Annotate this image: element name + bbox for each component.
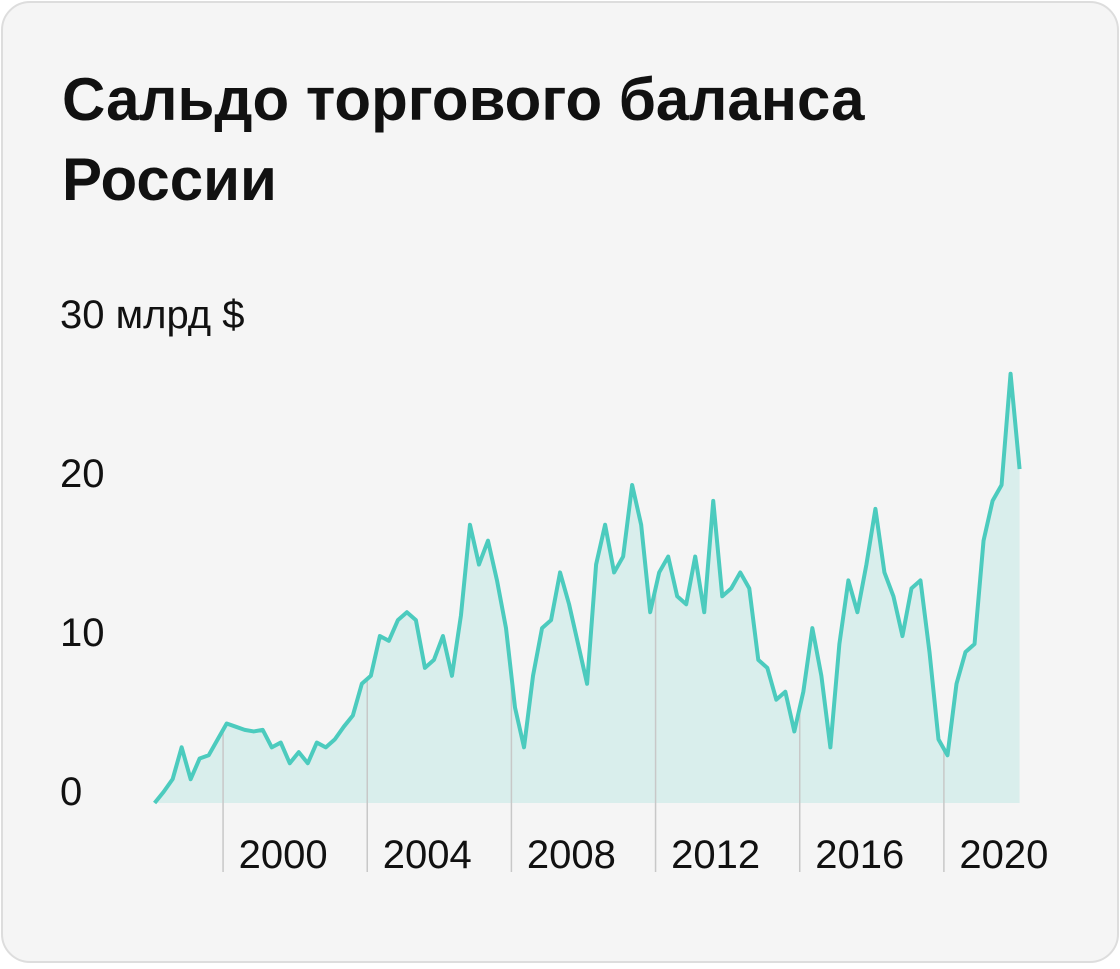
- line: [153, 371, 1022, 805]
- chart-title: Сальдо торгового баланса России: [62, 66, 865, 213]
- y-tick-label: 10: [60, 611, 105, 655]
- x-tick-label: 2008: [527, 833, 616, 877]
- x-tick-label: 2004: [383, 833, 472, 877]
- chart-title-text: Сальдо торгового баланса России: [62, 66, 865, 213]
- y-tick-label: 0: [60, 770, 82, 814]
- x-tick-label: 2012: [671, 833, 760, 877]
- x-tick-label: 2016: [815, 833, 904, 877]
- x-tick-label: 2000: [239, 833, 328, 877]
- y-tick-label: 30 млрд $: [60, 293, 244, 337]
- y-tick-label: 20: [60, 452, 105, 496]
- x-tick-label: 2020: [959, 833, 1048, 877]
